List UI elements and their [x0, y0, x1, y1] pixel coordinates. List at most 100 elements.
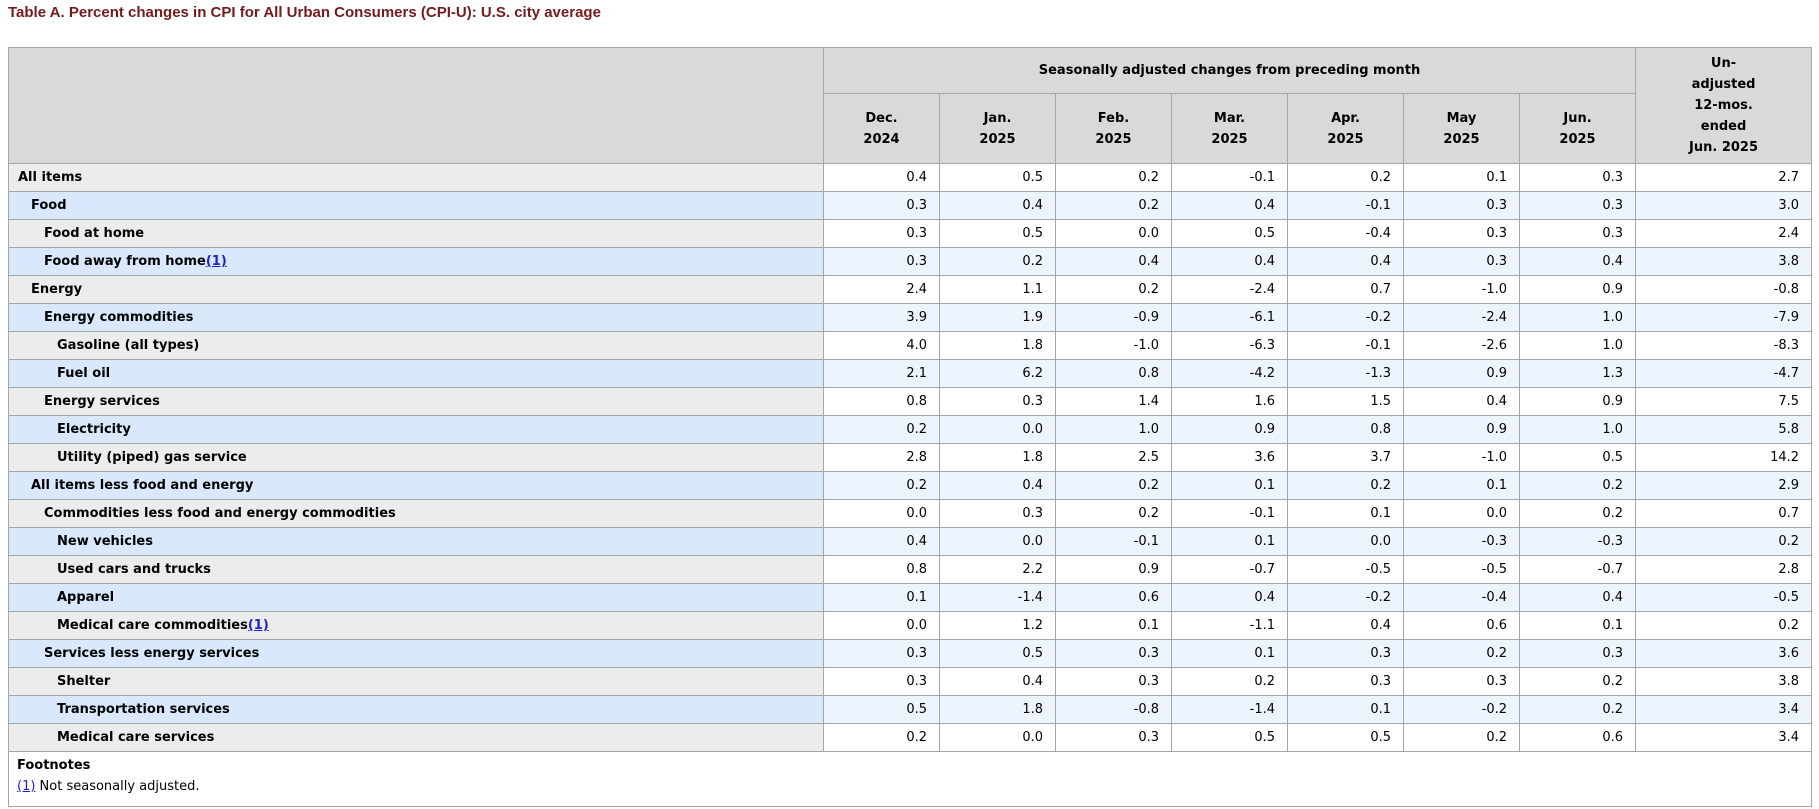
footnote-link[interactable]: (1) [247, 618, 269, 633]
value-cell: 0.3 [1403, 191, 1520, 220]
unadjusted-value-cell: 3.8 [1635, 247, 1813, 276]
value-cell: 0.1 [1403, 471, 1520, 500]
value-cell: 0.3 [939, 499, 1056, 528]
table-row: Electricity 0.2 0.0 1.0 0.9 0.8 0.9 1.0 5.8 [8, 415, 1813, 444]
value-cell: -1.0 [1403, 443, 1520, 472]
value-cell: 0.0 [1403, 499, 1520, 528]
value-cell: 0.2 [1055, 191, 1172, 220]
value-cell: 0.5 [939, 163, 1056, 192]
column-header-1: Dec. 2024 [823, 93, 940, 164]
value-cell: 1.0 [1518, 415, 1637, 444]
value-cell: -0.5 [1403, 555, 1520, 584]
value-cell: 0.4 [939, 191, 1056, 220]
value-cell: 1.8 [939, 695, 1056, 724]
value-cell: 0.1 [1287, 695, 1404, 724]
value-cell: 0.0 [939, 527, 1056, 556]
value-cell: 0.6 [1403, 611, 1520, 640]
value-cell: 0.0 [1287, 527, 1404, 556]
table-row: Medical care commodities(1) 0.0 1.2 0.1 -1.1… [8, 611, 1813, 640]
value-cell: 0.1 [1171, 527, 1288, 556]
value-cell: -0.7 [1518, 555, 1637, 584]
unadjusted-value-cell: 3.4 [1635, 723, 1813, 752]
table-row: New vehicles 0.4 0.0 -0.1 0.1 0.0 -0.3 -0.3 0.2 [8, 527, 1813, 556]
column-header-6: May 2025 [1403, 93, 1520, 164]
row-label: Food [8, 191, 824, 220]
value-cell: 2.4 [823, 275, 940, 304]
row-label: Utility (piped) gas service [8, 443, 824, 472]
unadjusted-value-cell: 3.4 [1635, 695, 1813, 724]
value-cell: 0.2 [1055, 471, 1172, 500]
value-cell: 0.3 [823, 639, 940, 668]
value-cell: 1.8 [939, 331, 1056, 360]
row-label: Energy services [8, 387, 824, 416]
value-cell: 0.6 [1518, 723, 1637, 752]
value-cell: -0.3 [1403, 527, 1520, 556]
value-cell: 0.4 [1403, 387, 1520, 416]
column-header-4: Mar. 2025 [1171, 93, 1288, 164]
value-cell: -0.7 [1171, 555, 1288, 584]
value-cell: 0.4 [939, 667, 1056, 696]
value-cell: -1.4 [1171, 695, 1288, 724]
unadjusted-value-cell: -0.8 [1635, 275, 1813, 304]
value-cell: 0.4 [939, 471, 1056, 500]
value-cell: 0.3 [1403, 667, 1520, 696]
row-label: All items less food and energy [8, 471, 824, 500]
value-cell: 0.1 [1171, 639, 1288, 668]
value-cell: 0.4 [1287, 611, 1404, 640]
value-cell: -0.3 [1518, 527, 1637, 556]
unadjusted-value-cell: -7.9 [1635, 303, 1813, 332]
value-cell: 0.3 [823, 667, 940, 696]
value-cell: 0.1 [1055, 611, 1172, 640]
row-label: Gasoline (all types) [8, 331, 824, 360]
value-cell: 1.0 [1518, 303, 1637, 332]
value-cell: 0.4 [1518, 247, 1637, 276]
value-cell: -0.2 [1403, 695, 1520, 724]
value-cell: 1.0 [1518, 331, 1637, 360]
value-cell: 0.8 [1287, 415, 1404, 444]
footnote-link[interactable]: (1) [17, 779, 36, 794]
value-cell: 0.2 [1403, 639, 1520, 668]
unadjusted-value-cell: 0.2 [1635, 527, 1813, 556]
value-cell: -0.2 [1287, 583, 1404, 612]
row-label: Energy [8, 275, 824, 304]
value-cell: -0.5 [1287, 555, 1404, 584]
value-cell: 0.0 [1055, 219, 1172, 248]
value-cell: 0.2 [1171, 667, 1288, 696]
value-cell: 0.2 [1518, 471, 1637, 500]
unadjusted-value-cell: 3.6 [1635, 639, 1813, 668]
unadjusted-value-cell: 2.7 [1635, 163, 1813, 192]
row-label: Services less energy services [8, 639, 824, 668]
value-cell: 0.2 [1518, 695, 1637, 724]
table-row: Shelter 0.3 0.4 0.3 0.2 0.3 0.3 0.2 3.8 [8, 667, 1813, 696]
column-header-2: Jan. 2025 [939, 93, 1056, 164]
unadjusted-value-cell: 3.8 [1635, 667, 1813, 696]
table-row: Energy services 0.8 0.3 1.4 1.6 1.5 0.4 0.9 7.5 [8, 387, 1813, 416]
value-cell: 0.4 [823, 163, 940, 192]
value-cell: -0.1 [1287, 191, 1404, 220]
value-cell: 3.6 [1171, 443, 1288, 472]
table-row: Energy 2.4 1.1 0.2 -2.4 0.7 -1.0 0.9 -0.8 [8, 275, 1813, 304]
value-cell: 0.9 [1518, 387, 1637, 416]
table-row: Transportation services 0.5 1.8 -0.8 -1.4 0.1… [8, 695, 1813, 724]
value-cell: -0.1 [1171, 499, 1288, 528]
unadjusted-value-cell: -4.7 [1635, 359, 1813, 388]
value-cell: 0.6 [1055, 583, 1172, 612]
value-cell: -0.8 [1055, 695, 1172, 724]
value-cell: -1.4 [939, 583, 1056, 612]
value-cell: 0.3 [1055, 723, 1172, 752]
value-cell: 0.8 [823, 387, 940, 416]
unadjusted-value-cell: 14.2 [1635, 443, 1813, 472]
footnote-link[interactable]: (1) [205, 254, 227, 269]
value-cell: 4.0 [823, 331, 940, 360]
value-cell: -1.0 [1403, 275, 1520, 304]
value-cell: 0.5 [1518, 443, 1637, 472]
unadjusted-value-cell: -0.5 [1635, 583, 1813, 612]
value-cell: -0.1 [1287, 331, 1404, 360]
unadjusted-column-header: Un- adjusted 12-mos. ended Jun. 2025 [1635, 47, 1813, 164]
value-cell: 1.6 [1171, 387, 1288, 416]
value-cell: 0.1 [1171, 471, 1288, 500]
value-cell: 0.2 [1055, 499, 1172, 528]
value-cell: 0.3 [1403, 247, 1520, 276]
value-cell: -1.3 [1287, 359, 1404, 388]
value-cell: 0.2 [1518, 499, 1637, 528]
